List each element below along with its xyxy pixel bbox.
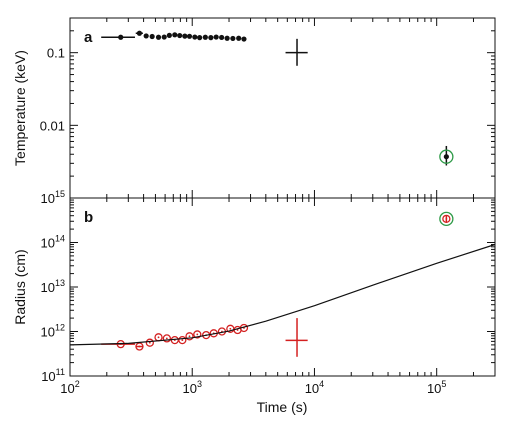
y-tick-label: 0.1 — [47, 46, 65, 61]
data-point-center — [138, 345, 141, 348]
y-tick-label: 1014 — [41, 234, 65, 251]
y-tick-label: 1013 — [41, 278, 65, 295]
data-point — [202, 34, 208, 40]
data-point — [182, 33, 188, 39]
panel-b-frame — [69, 197, 496, 377]
data-point-center — [188, 335, 191, 338]
data-point — [136, 30, 143, 36]
y-tick-label: 1015 — [41, 189, 65, 206]
data-point-center — [148, 341, 151, 344]
data-point-center — [157, 336, 160, 339]
data-point — [185, 332, 194, 341]
y-tick-label: 0.01 — [40, 118, 65, 133]
data-point-center — [181, 339, 184, 342]
panel-b-ticks — [69, 197, 496, 377]
data-point — [213, 34, 219, 40]
data-point — [192, 34, 198, 40]
data-point-center — [229, 327, 232, 330]
data-point — [172, 32, 178, 38]
data-point-center — [445, 217, 448, 220]
temperature-panel: 0.1 0.01 a Temperature (keV) — [12, 17, 496, 199]
data-point — [197, 35, 203, 41]
data-point — [118, 34, 124, 40]
model-curve — [69, 243, 496, 346]
highlight-ring — [439, 149, 454, 164]
data-point — [143, 33, 149, 39]
radius-panel: 1011 1012 1013 1014 1015 102 103 104 105 b Radi… — [12, 189, 496, 415]
x-tick-label: 104 — [305, 379, 324, 396]
data-point — [230, 35, 236, 42]
x-tick-label: 103 — [182, 379, 201, 396]
panel-b-x-tick-labels: 102 103 104 105 — [60, 379, 446, 396]
panel-b-y-tick-labels: 1011 1012 1013 1014 1015 — [41, 189, 65, 384]
data-point — [177, 32, 183, 39]
panel-a-y-axis-title: Temperature (keV) — [12, 50, 28, 166]
panel-a-ticks — [69, 17, 496, 199]
panel-b-y-axis-title: Radius (cm) — [12, 249, 28, 324]
panel-b-data — [69, 211, 496, 357]
x-axis-title: Time (s) — [257, 399, 308, 415]
data-point — [236, 35, 242, 41]
panel-b-label: b — [84, 209, 93, 226]
data-point — [442, 214, 451, 223]
y-tick-label: 1012 — [41, 323, 65, 340]
data-point-center — [236, 329, 239, 331]
y-tick-label: 1011 — [41, 367, 65, 384]
data-point — [224, 35, 230, 41]
panel-a-label: a — [84, 29, 93, 46]
panel-a-data — [101, 30, 454, 166]
data-point — [145, 338, 154, 347]
x-tick-label: 102 — [60, 379, 79, 396]
data-point — [162, 334, 172, 343]
panel-a-frame — [69, 17, 496, 199]
data-point-center — [165, 337, 168, 340]
data-point — [155, 34, 162, 40]
data-point — [149, 33, 155, 40]
data-point — [208, 35, 214, 41]
data-point — [193, 330, 202, 339]
x-tick-label: 105 — [427, 379, 446, 396]
data-point — [178, 335, 187, 345]
highlight-ring — [439, 211, 454, 226]
data-point — [443, 154, 449, 160]
data-point — [186, 33, 193, 39]
data-point-center — [196, 333, 199, 336]
data-point — [161, 34, 167, 40]
data-point — [219, 34, 225, 41]
data-point — [166, 32, 172, 38]
panel-a-y-tick-labels: 0.1 0.01 — [40, 46, 65, 134]
data-point — [241, 36, 247, 42]
